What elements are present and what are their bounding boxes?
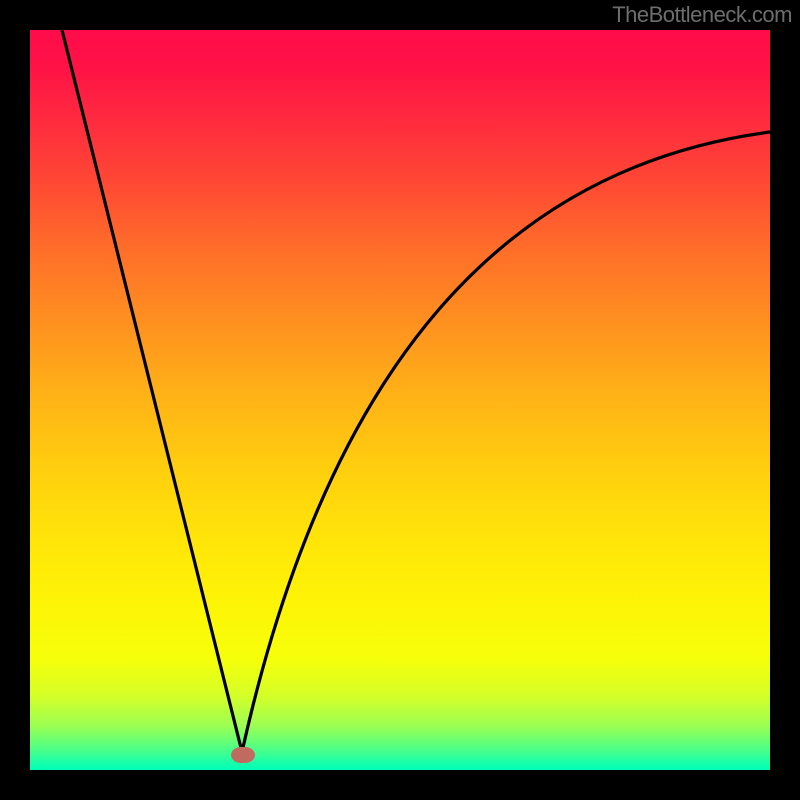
min-marker xyxy=(231,747,255,763)
bottleneck-curve xyxy=(30,30,770,770)
chart-container: TheBottleneck.com xyxy=(0,0,800,800)
plot-area xyxy=(30,30,770,770)
watermark-text: TheBottleneck.com xyxy=(612,2,792,28)
